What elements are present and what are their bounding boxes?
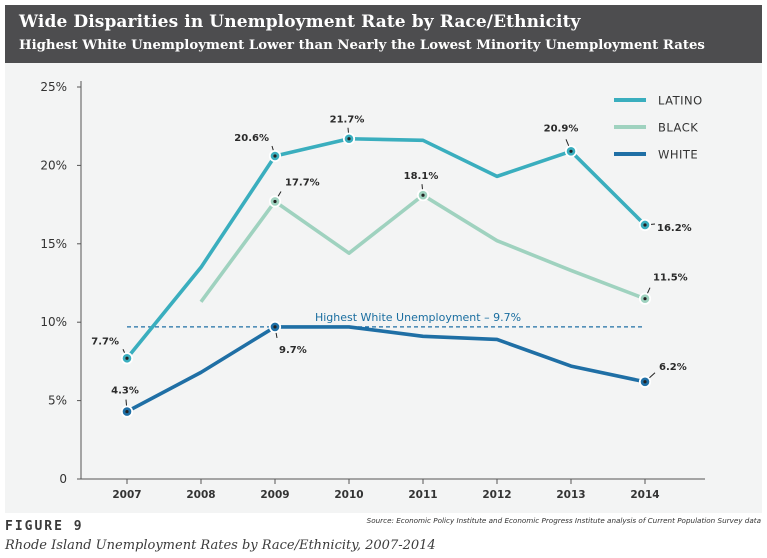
data-label: 11.5% bbox=[653, 273, 688, 284]
data-point-center bbox=[643, 380, 647, 384]
source-note: Source: Economic Policy Institute and Ec… bbox=[366, 516, 761, 525]
x-tick-label: 2014 bbox=[630, 489, 659, 501]
data-point-center bbox=[569, 149, 573, 153]
x-tick-label: 2007 bbox=[112, 489, 141, 501]
data-label: 20.9% bbox=[544, 123, 579, 134]
data-point-center bbox=[643, 297, 647, 301]
data-label: 6.2% bbox=[659, 362, 687, 373]
legend-label-latino: LATINO bbox=[658, 94, 703, 108]
line-chart: 0 5% 10% 15% 20% 25% 2007 2008 2009 2010 2011 2012 2… bbox=[40, 80, 705, 501]
data-label: 9.7% bbox=[279, 345, 307, 356]
chart-subtitle: Highest White Unemployment Lower than Ne… bbox=[19, 38, 705, 53]
legend-label-black: BLACK bbox=[658, 121, 698, 135]
y-tick-label: 10% bbox=[40, 315, 67, 329]
data-point-center bbox=[125, 409, 129, 414]
y-tick-label: 0 bbox=[59, 472, 67, 486]
data-label: 21.7% bbox=[330, 115, 365, 126]
data-point-center bbox=[643, 223, 647, 227]
y-tick-label: 15% bbox=[40, 237, 67, 251]
y-tick-label: 25% bbox=[40, 80, 67, 94]
chart-header: Wide Disparities in Unemployment Rate by… bbox=[5, 5, 762, 63]
legend-label-white: WHITE bbox=[658, 148, 698, 162]
data-point-center bbox=[273, 325, 277, 329]
x-tick-label: 2009 bbox=[260, 489, 289, 501]
data-point-center bbox=[273, 199, 277, 204]
y-tick-label: 20% bbox=[40, 158, 67, 172]
series-line-white bbox=[126, 325, 646, 414]
data-label: 7.7% bbox=[91, 336, 119, 347]
figure-caption: Rhode Island Unemployment Rates by Race/… bbox=[5, 538, 436, 553]
x-tick-label: 2013 bbox=[556, 489, 585, 501]
data-label: 16.2% bbox=[657, 223, 692, 234]
chart-title: Wide Disparities in Unemployment Rate by… bbox=[19, 12, 581, 32]
data-label: 18.1% bbox=[404, 171, 439, 182]
data-label: 20.6% bbox=[234, 133, 269, 144]
series-line-latino bbox=[125, 136, 647, 360]
x-tick-label: 2011 bbox=[408, 489, 437, 501]
x-tick-label: 2008 bbox=[186, 489, 215, 501]
data-label: 17.7% bbox=[285, 177, 320, 188]
y-tick-label: 5% bbox=[48, 394, 67, 408]
data-point-center bbox=[125, 356, 129, 360]
data-label: 4.3% bbox=[111, 386, 139, 397]
reference-line-label: Highest White Unemployment – 9.7% bbox=[315, 311, 521, 324]
data-point-center bbox=[421, 193, 425, 197]
x-tick-label: 2010 bbox=[334, 489, 363, 501]
x-tick-label: 2012 bbox=[482, 489, 511, 501]
series-line-black bbox=[199, 193, 646, 303]
chart-area: 0 5% 10% 15% 20% 25% 2007 2008 2009 2010 2011 2012 2… bbox=[5, 63, 762, 513]
data-point-center bbox=[347, 137, 351, 141]
figure-label: FIGURE 9 bbox=[5, 519, 84, 534]
data-point-center bbox=[273, 154, 277, 158]
